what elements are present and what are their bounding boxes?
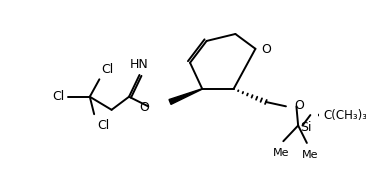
Text: Si: Si (300, 121, 311, 134)
Text: O: O (295, 99, 305, 112)
Polygon shape (169, 89, 202, 104)
Text: Me: Me (302, 150, 318, 160)
Text: O: O (262, 43, 272, 56)
Text: O: O (139, 101, 149, 114)
Text: Me: Me (272, 148, 289, 158)
Text: C(CH₃)₃: C(CH₃)₃ (324, 108, 366, 122)
Text: Cl: Cl (52, 90, 64, 103)
Text: HN: HN (130, 58, 149, 71)
Text: Cl: Cl (101, 63, 113, 76)
Text: Cl: Cl (98, 119, 110, 131)
